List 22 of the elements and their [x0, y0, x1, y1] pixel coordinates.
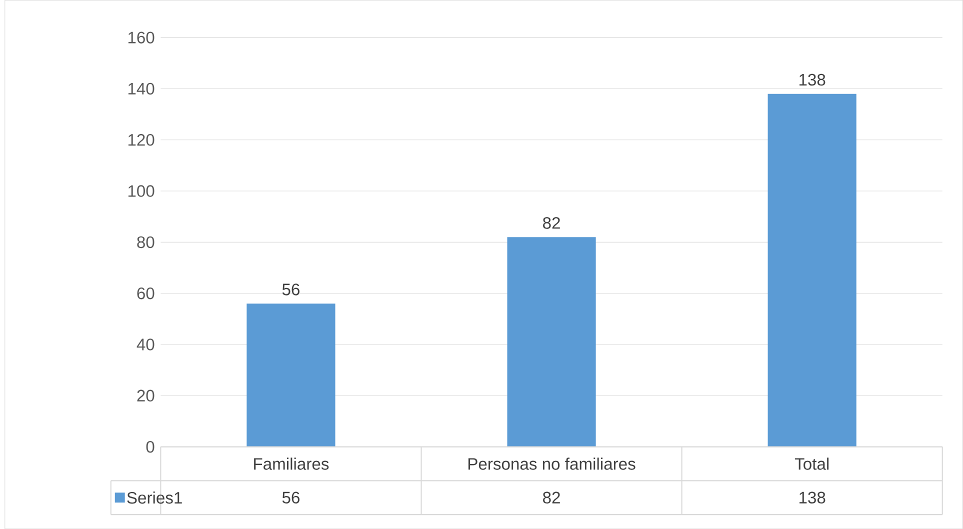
bar: [768, 94, 856, 447]
y-tick-label: 80: [137, 236, 154, 248]
y-tick-label: 0: [146, 440, 154, 453]
data-label: 56: [282, 492, 300, 504]
bar: [507, 236, 596, 447]
y-tick-label: 140: [128, 82, 154, 95]
bar: [246, 303, 336, 447]
text: 56: [282, 284, 300, 296]
y-tick-label: 20: [137, 390, 154, 402]
text: 138: [800, 74, 826, 86]
text: 82: [543, 217, 560, 229]
legend-label: Series1: [127, 491, 182, 504]
y-tick-label: 60: [137, 287, 154, 300]
x-tick-label: Total: [794, 458, 829, 470]
x-tick-label: Personas no familiares: [468, 458, 636, 470]
y-tick-label: 160: [128, 32, 154, 44]
y-tick-label: 120: [128, 134, 154, 146]
y-tick-label: 40: [136, 338, 154, 350]
data-label: 138: [800, 492, 826, 504]
x-tick-label: Familiares: [254, 458, 329, 470]
data-label: 82: [543, 492, 560, 504]
y-tick-label: 100: [128, 185, 154, 197]
